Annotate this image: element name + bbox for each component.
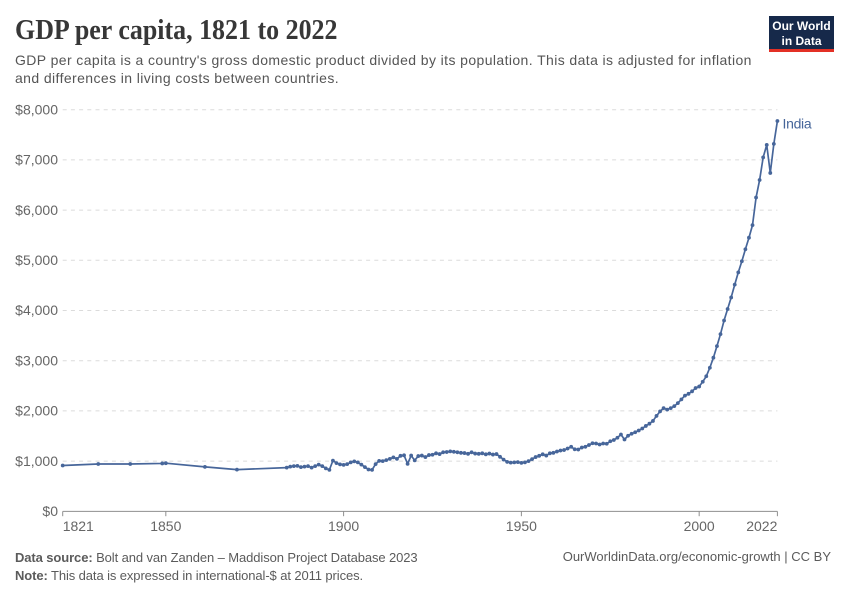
svg-text:$6,000: $6,000 (15, 202, 58, 218)
svg-text:2000: 2000 (684, 518, 715, 534)
svg-text:$8,000: $8,000 (15, 101, 58, 117)
svg-text:$0: $0 (42, 503, 58, 519)
svg-text:$3,000: $3,000 (15, 352, 58, 368)
svg-text:$4,000: $4,000 (15, 302, 58, 318)
svg-text:1850: 1850 (150, 518, 181, 534)
svg-text:India: India (783, 116, 812, 132)
svg-text:$5,000: $5,000 (15, 252, 58, 268)
svg-text:$7,000: $7,000 (15, 152, 58, 168)
svg-text:1900: 1900 (328, 518, 359, 534)
svg-text:$2,000: $2,000 (15, 403, 58, 419)
svg-text:1950: 1950 (506, 518, 537, 534)
svg-text:$1,000: $1,000 (15, 453, 58, 469)
svg-text:1821: 1821 (63, 518, 94, 534)
svg-text:2022: 2022 (746, 518, 777, 534)
